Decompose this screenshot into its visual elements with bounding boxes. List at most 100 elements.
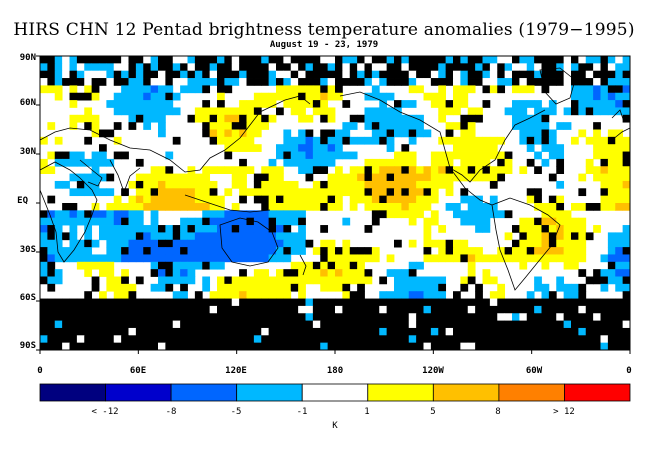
anomaly-cell: [585, 232, 594, 241]
anomaly-cell: [349, 261, 358, 270]
anomaly-cell: [312, 151, 321, 160]
anomaly-cell: [622, 254, 631, 263]
anomaly-cell: [349, 276, 358, 285]
anomaly-cell: [600, 203, 609, 211]
anomaly-cell: [364, 122, 373, 130]
anomaly-cell: [327, 136, 336, 145]
anomaly-cell: [526, 313, 535, 321]
anomaly-cell: [298, 78, 306, 86]
anomaly-cell: [497, 247, 506, 255]
anomaly-cell: [335, 166, 343, 174]
anomaly-cell: [312, 158, 321, 167]
anomaly-cell: [217, 313, 225, 321]
anomaly-cell: [239, 320, 247, 329]
anomaly-cell: [379, 276, 388, 285]
anomaly-cell: [40, 261, 48, 270]
anomaly-cell: [379, 70, 388, 79]
anomaly-cell: [128, 335, 137, 344]
anomaly-cell: [534, 56, 542, 64]
anomaly-cell: [283, 85, 292, 94]
anomaly-cell: [622, 188, 631, 197]
anomaly-cell: [394, 210, 402, 219]
anomaly-cell: [600, 173, 609, 182]
anomaly-cell: [401, 100, 410, 108]
anomaly-cell: [143, 114, 152, 123]
anomaly-cell: [467, 78, 476, 86]
anomaly-cell: [526, 225, 535, 233]
anomaly-cell: [593, 203, 601, 211]
anomaly-cell: [202, 283, 211, 292]
anomaly-cell: [91, 85, 100, 94]
anomaly-cell: [187, 225, 196, 233]
anomaly-cell: [76, 305, 85, 314]
anomaly-cell: [239, 63, 247, 72]
anomaly-cell: [84, 107, 93, 116]
anomaly-cell: [231, 203, 240, 211]
anomaly-cell: [349, 180, 358, 189]
anomaly-cell: [534, 232, 542, 241]
anomaly-cell: [364, 327, 373, 336]
anomaly-cell: [460, 85, 469, 94]
anomaly-cell: [622, 283, 631, 292]
anomaly-cell: [121, 254, 129, 263]
anomaly-cell: [497, 342, 506, 351]
anomaly-cell: [585, 136, 594, 145]
anomaly-cell: [261, 225, 270, 233]
anomaly-cell: [504, 327, 513, 336]
anomaly-cell: [386, 63, 395, 72]
anomaly-cell: [194, 305, 203, 314]
anomaly-cell: [467, 129, 476, 138]
anomaly-cell: [276, 188, 284, 197]
anomaly-cell: [622, 239, 631, 248]
anomaly-cell: [475, 320, 483, 329]
anomaly-cell: [172, 63, 181, 72]
anomaly-cell: [143, 100, 152, 108]
anomaly-cell: [209, 122, 218, 130]
anomaly-cell: [364, 203, 373, 211]
anomaly-cell: [615, 188, 624, 197]
anomaly-cell: [54, 313, 63, 321]
anomaly-cell: [113, 335, 122, 344]
anomaly-cell: [158, 298, 166, 307]
anomaly-cell: [556, 210, 565, 219]
anomaly-cell: [113, 225, 122, 233]
anomaly-cell: [106, 335, 115, 344]
anomaly-cell: [519, 56, 528, 64]
anomaly-cell: [423, 92, 432, 101]
anomaly-cell: [445, 158, 454, 167]
anomaly-cell: [113, 247, 122, 255]
anomaly-cell: [371, 320, 380, 329]
anomaly-cell: [548, 173, 557, 182]
anomaly-cell: [489, 136, 498, 145]
anomaly-cell: [615, 313, 624, 321]
anomaly-cell: [276, 225, 284, 233]
anomaly-cell: [128, 195, 137, 204]
anomaly-cell: [615, 151, 624, 160]
anomaly-cell: [600, 335, 609, 344]
anomaly-cell: [585, 158, 594, 167]
anomaly-cell: [121, 291, 129, 299]
anomaly-cell: [622, 225, 631, 233]
anomaly-cell: [578, 305, 587, 314]
anomaly-cell: [622, 195, 631, 204]
anomaly-cell: [342, 78, 351, 86]
anomaly-cell: [534, 225, 542, 233]
anomaly-cell: [482, 100, 491, 108]
anomaly-cell: [261, 203, 270, 211]
anomaly-cell: [180, 203, 188, 211]
anomaly-cell: [467, 269, 476, 277]
anomaly-cell: [283, 158, 292, 167]
anomaly-cell: [556, 320, 565, 329]
colorbar-label-5: 1: [364, 407, 370, 417]
anomaly-cell: [357, 283, 365, 292]
anomaly-cell: [47, 232, 56, 241]
anomaly-cell: [504, 320, 513, 329]
anomaly-cell: [593, 327, 601, 336]
anomaly-cell: [504, 158, 513, 167]
anomaly-cell: [357, 342, 365, 351]
anomaly-cell: [69, 56, 78, 64]
anomaly-cell: [158, 188, 166, 197]
anomaly-cell: [438, 291, 447, 299]
anomaly-cell: [607, 158, 616, 167]
anomaly-cell: [467, 342, 476, 351]
